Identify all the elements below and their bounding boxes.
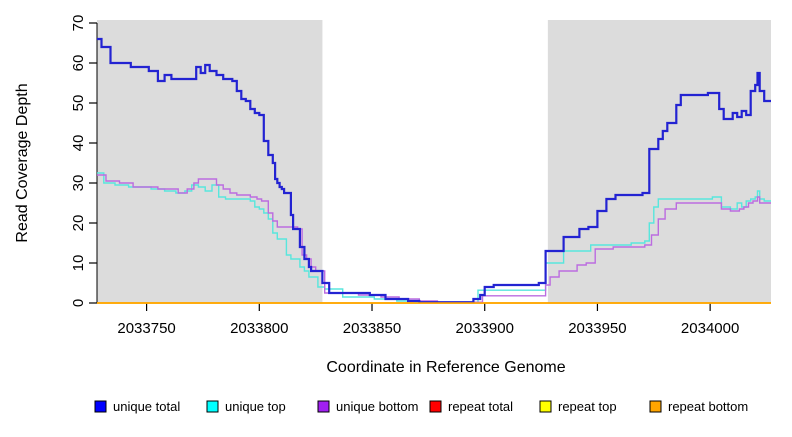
y-tick-label: 20: [70, 215, 87, 232]
x-tick-label: 2033850: [343, 320, 401, 337]
legend-label: unique total: [113, 399, 180, 414]
legend-item-repeat-bottom: repeat bottom: [649, 399, 748, 414]
x-axis-title: Coordinate in Reference Genome: [326, 359, 565, 376]
x-tick-label: 2033750: [117, 320, 175, 337]
y-tick-label: 50: [70, 95, 87, 112]
x-tick-label: 2034000: [681, 320, 739, 337]
legend-label: unique top: [225, 399, 286, 414]
legend-swatch-icon: [317, 400, 330, 413]
y-tick-label: 10: [70, 255, 87, 272]
legend-item-unique-top: unique top: [206, 399, 286, 414]
y-tick-label: 30: [70, 175, 87, 192]
legend-item-unique-bottom: unique bottom: [317, 399, 418, 414]
legend-item-unique-total: unique total: [94, 399, 180, 414]
y-tick-label: 40: [70, 135, 87, 152]
legend-swatch-icon: [206, 400, 219, 413]
series-layer: [97, 37, 771, 304]
legend-item-repeat-top: repeat top: [539, 399, 617, 414]
legend-swatch-icon: [649, 400, 662, 413]
legend-swatch-icon: [94, 400, 107, 413]
legend: unique total unique top unique bottom repea…: [94, 399, 748, 414]
y-axis-title: Read Coverage Depth: [14, 83, 31, 242]
legend-item-repeat-total: repeat total: [429, 399, 513, 414]
legend-label: repeat total: [448, 399, 513, 414]
legend-label: repeat bottom: [668, 399, 748, 414]
series-line-unique-total: [97, 37, 771, 304]
axes-layer: 0 10 20 30 40 50 60 70 2033750 2033800 2033850 2033…: [70, 15, 771, 337]
legend-label: repeat top: [558, 399, 617, 414]
y-tick-label: 0: [70, 299, 87, 307]
x-tick-label: 2033950: [568, 320, 626, 337]
legend-swatch-icon: [539, 400, 552, 413]
legend-swatch-icon: [429, 400, 442, 413]
legend-label: unique bottom: [336, 399, 418, 414]
x-tick-label: 2033800: [230, 320, 288, 337]
uncovered-region: [322, 20, 548, 303]
y-tick-label: 60: [70, 55, 87, 72]
plot-panel-layer: [97, 20, 771, 303]
y-tick-label: 70: [70, 15, 87, 32]
x-tick-label: 2033900: [456, 320, 514, 337]
